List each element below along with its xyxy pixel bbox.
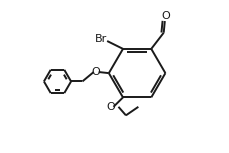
Text: Br: Br bbox=[95, 34, 107, 44]
Text: O: O bbox=[91, 67, 100, 77]
Text: O: O bbox=[161, 11, 170, 21]
Text: O: O bbox=[106, 102, 115, 112]
